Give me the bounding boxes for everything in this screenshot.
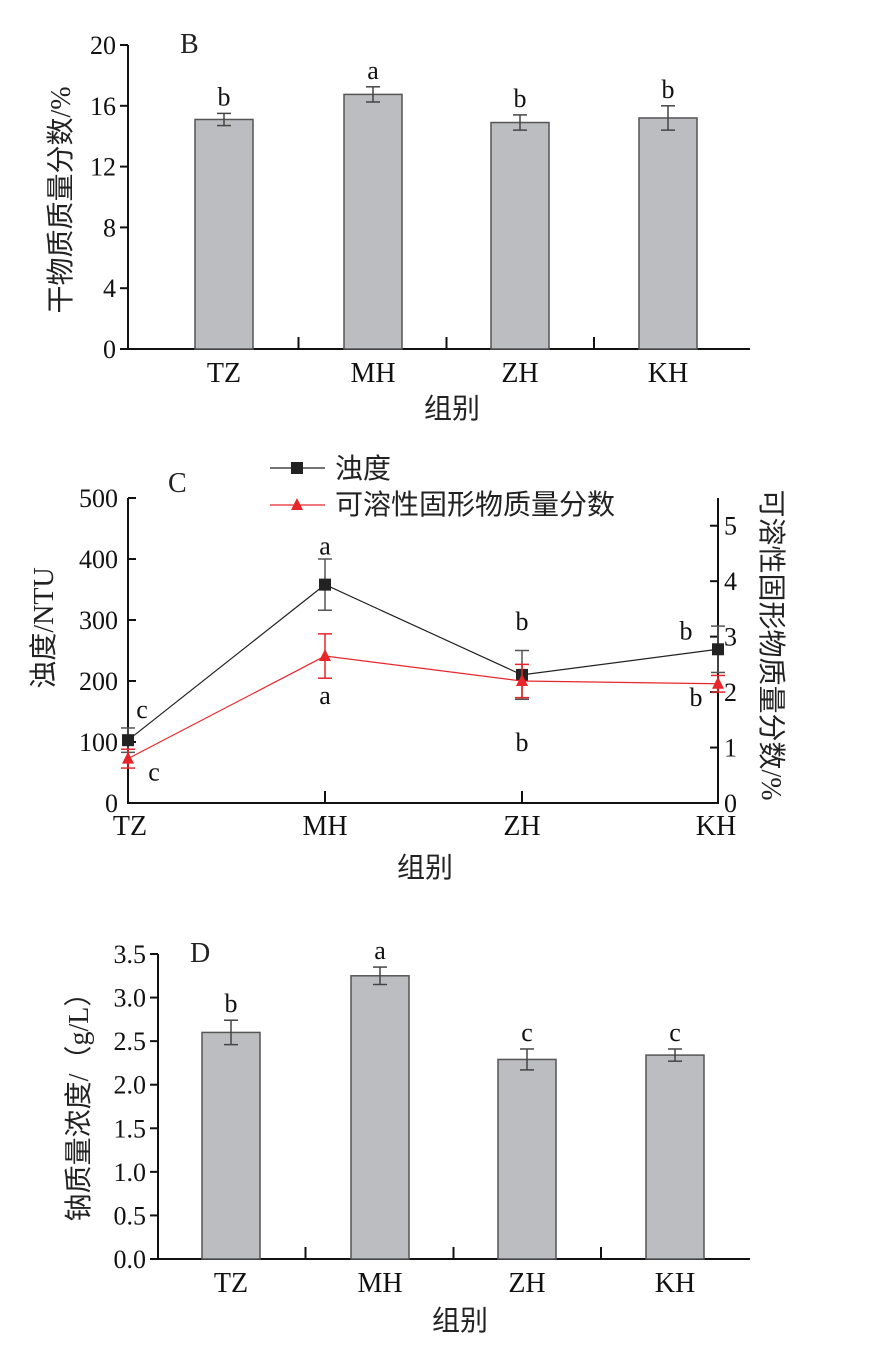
significance-letter: b — [514, 84, 527, 113]
x-tick-label: MH — [350, 358, 395, 389]
significance-letter: c — [136, 695, 148, 724]
y-tick-label: 0.0 — [114, 1245, 147, 1274]
y-tick-label-right: 2 — [724, 678, 737, 707]
panel-d-sodium-chart: D 钠质量浓度/（g/L） 组别 0.0 0.5 1.0 1.5 2.0 2.5 3.0 3.… — [63, 936, 750, 1337]
data-point-square — [712, 643, 724, 656]
bar-mh — [350, 975, 410, 1260]
panel-label: B — [180, 29, 199, 60]
x-tick-label: ZH — [501, 358, 538, 389]
panel-b-dry-matter-chart: B 干物质质量分数/% 组别 0 4 8 12 16 20 b TZ a MH b ZH b KH — [45, 29, 750, 425]
panel-label: C — [168, 468, 187, 499]
significance-letter: b — [516, 607, 529, 636]
bar-kh — [645, 1054, 705, 1260]
x-tick-label: KH — [648, 358, 688, 389]
significance-letter: b — [662, 75, 675, 104]
y-tick-label-left: 500 — [79, 484, 118, 513]
legend-marker-turbidity — [291, 462, 303, 474]
y-tick-label-left: 200 — [79, 667, 118, 696]
legend: 浊度 可溶性固形物质量分数 — [270, 453, 615, 521]
series-line-turbidity — [127, 583, 719, 741]
series-line-soluble-solids — [127, 655, 719, 760]
x-tick-label: ZH — [508, 1268, 545, 1299]
y-tick-label: 0.5 — [114, 1201, 147, 1230]
x-tick-label: TZ — [207, 358, 241, 389]
data-point-triangle — [712, 676, 724, 689]
legend-marker-soluble-solids — [291, 498, 303, 510]
significance-letter: a — [319, 532, 331, 561]
x-axis-label: 组别 — [397, 852, 453, 884]
y-tick-label: 3.5 — [114, 940, 147, 969]
significance-letter: a — [367, 56, 379, 85]
significance-letter: b — [516, 728, 529, 757]
y-tick-label-right: 1 — [724, 734, 737, 763]
bar-tz — [201, 1031, 261, 1260]
y-tick-label-left: 100 — [79, 728, 118, 757]
significance-letter: b — [218, 82, 231, 111]
x-tick-label: KH — [655, 1268, 695, 1299]
y-tick-label-right: 4 — [724, 567, 737, 596]
y-tick-label: 12 — [90, 153, 116, 182]
x-tick-label: MH — [357, 1268, 402, 1299]
panel-c-turbidity-chart: C 浊度/NTU 可溶性固形物质量分数/% 组别 浊度 可溶性固形物质量分数 0… — [28, 453, 787, 884]
y-tick-label: 1.0 — [114, 1158, 147, 1187]
y-tick-label-right: 3 — [724, 623, 737, 652]
bar-zh — [497, 1058, 557, 1260]
y-tick-label: 4 — [103, 274, 116, 303]
x-tick-label: MH — [302, 811, 347, 842]
data-point-triangle — [122, 751, 134, 764]
data-point-square — [122, 734, 134, 747]
data-point-square — [319, 578, 331, 591]
y-tick-label: 1.5 — [114, 1114, 147, 1143]
y-tick-label-left: 400 — [79, 545, 118, 574]
x-tick-label: TZ — [113, 811, 147, 842]
x-tick-label: ZH — [503, 811, 540, 842]
significance-letter: b — [225, 989, 238, 1018]
legend-label-turbidity: 浊度 — [335, 453, 391, 485]
x-axis-label: 组别 — [432, 1305, 488, 1337]
legend-label-soluble-solids: 可溶性固形物质量分数 — [335, 489, 615, 521]
y-axis-label: 钠质量浓度/（g/L） — [63, 979, 95, 1222]
significance-letter: c — [521, 1018, 533, 1047]
y-axis-label: 干物质质量分数/% — [45, 86, 77, 313]
y-tick-label-left: 300 — [79, 606, 118, 635]
significance-letter: c — [148, 758, 160, 787]
significance-letter: b — [680, 616, 693, 645]
y-tick-label: 3.0 — [114, 984, 147, 1013]
y-tick-label: 2.0 — [114, 1071, 147, 1100]
data-point-triangle — [319, 649, 331, 662]
y-tick-label: 2.5 — [114, 1027, 147, 1056]
significance-letter: a — [319, 681, 331, 710]
panel-label: D — [190, 938, 210, 969]
significance-letter: a — [374, 936, 386, 965]
y-tick-label-right: 0 — [724, 789, 737, 818]
significance-letter: c — [669, 1018, 681, 1047]
bar-mh — [343, 93, 403, 350]
y-tick-label-right: 5 — [724, 512, 737, 541]
x-tick-label: TZ — [214, 1268, 248, 1299]
y-axis-label-right: 可溶性固形物质量分数/% — [755, 489, 787, 800]
y-tick-label: 8 — [103, 213, 116, 242]
y-tick-label: 0 — [103, 335, 116, 364]
y-tick-label: 20 — [90, 31, 116, 60]
y-axis-label-left: 浊度/NTU — [28, 567, 60, 688]
bar-zh — [490, 121, 550, 350]
y-tick-label-left: 0 — [105, 789, 118, 818]
x-tick-label: KH — [696, 811, 736, 842]
data-point-triangle — [516, 674, 528, 686]
significance-letter: b — [690, 683, 703, 712]
y-tick-label: 16 — [90, 92, 116, 121]
bar-kh — [638, 117, 698, 350]
x-axis-label: 组别 — [424, 393, 480, 425]
bar-tz — [194, 118, 254, 350]
